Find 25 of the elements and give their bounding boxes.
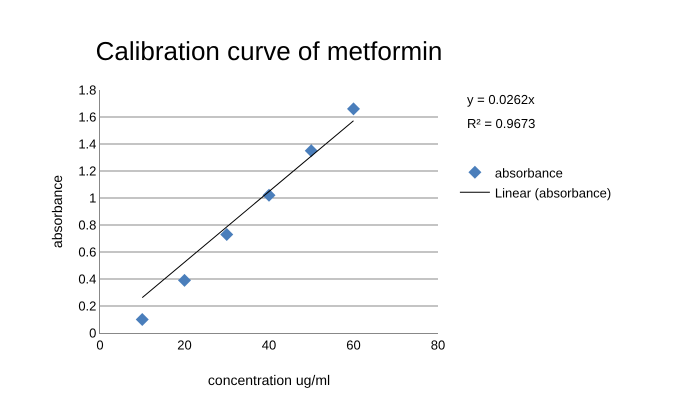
- y-tick-label: 0.2: [78, 298, 96, 314]
- x-tick-label: 40: [262, 338, 276, 353]
- y-tick-label: 1.6: [78, 110, 96, 125]
- point: [178, 274, 191, 287]
- point: [136, 313, 149, 326]
- y-tick-label: 1: [89, 190, 96, 206]
- chart-title: Calibration curve of metformin: [96, 36, 442, 66]
- legend-label: Linear (absorbance): [494, 185, 612, 200]
- y-tick-label: 0.8: [78, 218, 96, 233]
- legend-label: absorbance: [494, 165, 563, 180]
- y-tick-label: 1.8: [78, 82, 96, 98]
- y-tick-label: 0.4: [78, 272, 96, 287]
- text: y = 0.0262x: [467, 92, 536, 107]
- text: R² = 0.9673: [467, 116, 536, 131]
- y-tick-label: 1.2: [78, 164, 96, 179]
- y-axis-title: absorbance: [49, 174, 65, 248]
- x-tick-label: 20: [177, 338, 192, 353]
- point: [347, 102, 360, 116]
- x-tick-label: 60: [346, 338, 361, 353]
- y-tick-label: 0.6: [78, 244, 96, 260]
- x-axis-title: concentration ug/ml: [208, 372, 330, 388]
- point: [220, 228, 234, 241]
- x-tick-label: 80: [430, 338, 446, 353]
- y-tick-label: 0: [89, 326, 96, 341]
- y-tick-label: 1.4: [78, 136, 96, 152]
